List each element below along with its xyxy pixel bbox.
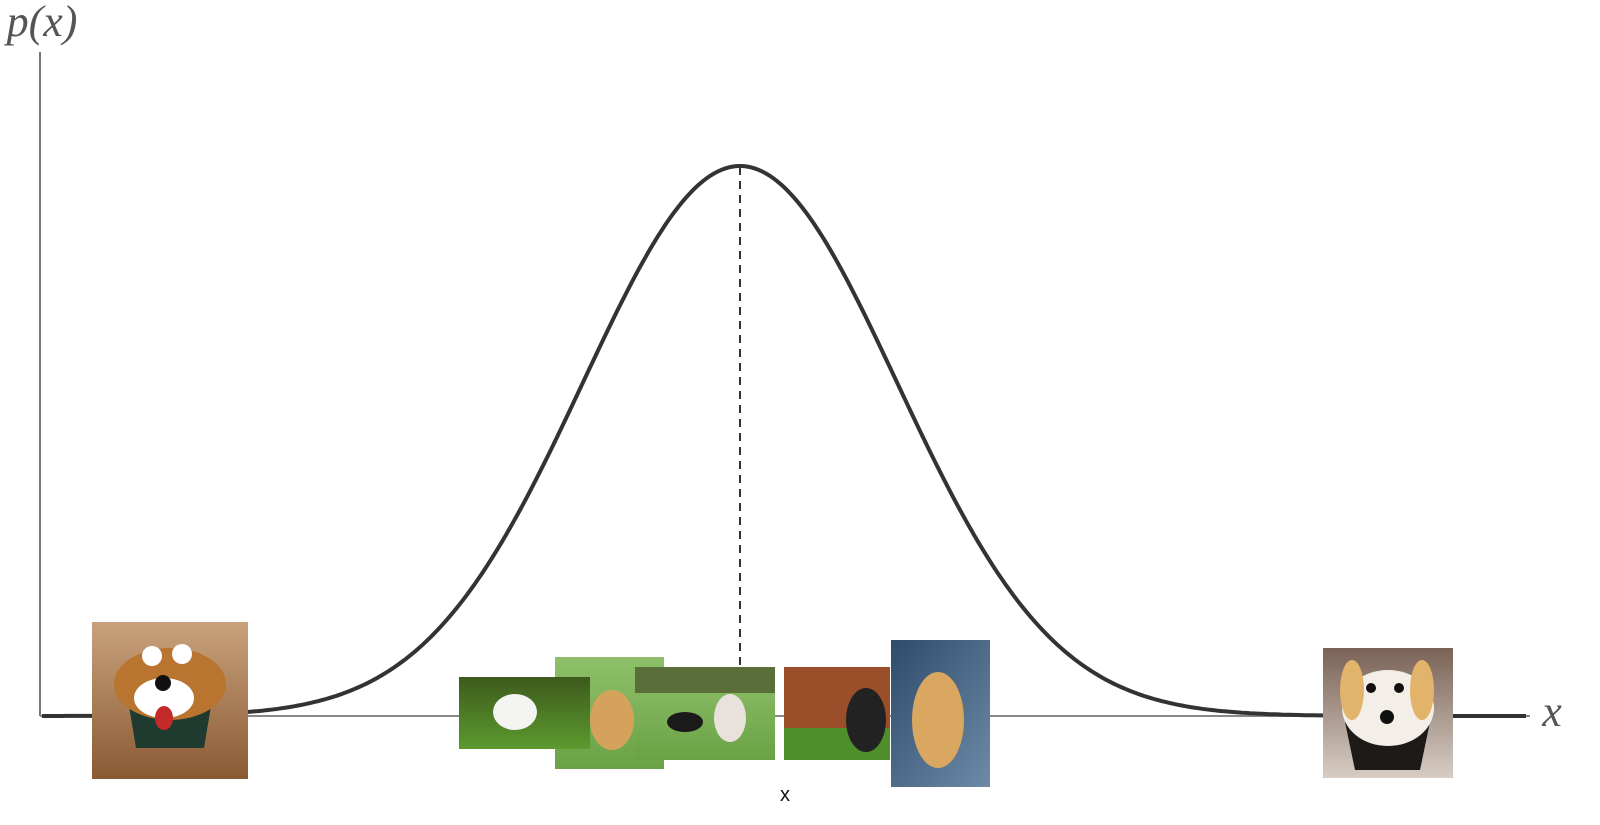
- density-curve: [42, 164, 1526, 718]
- cupcake-right: [1323, 648, 1453, 778]
- cupcake-left: [92, 622, 248, 779]
- dog-photo: [635, 667, 775, 760]
- dog-photo: [784, 667, 890, 760]
- dog-photo: [891, 640, 990, 787]
- dog-photo: [459, 677, 590, 749]
- caption: x: [780, 784, 790, 806]
- x-axis-label: x: [1541, 687, 1562, 736]
- y-axis-label: p(x): [4, 0, 78, 46]
